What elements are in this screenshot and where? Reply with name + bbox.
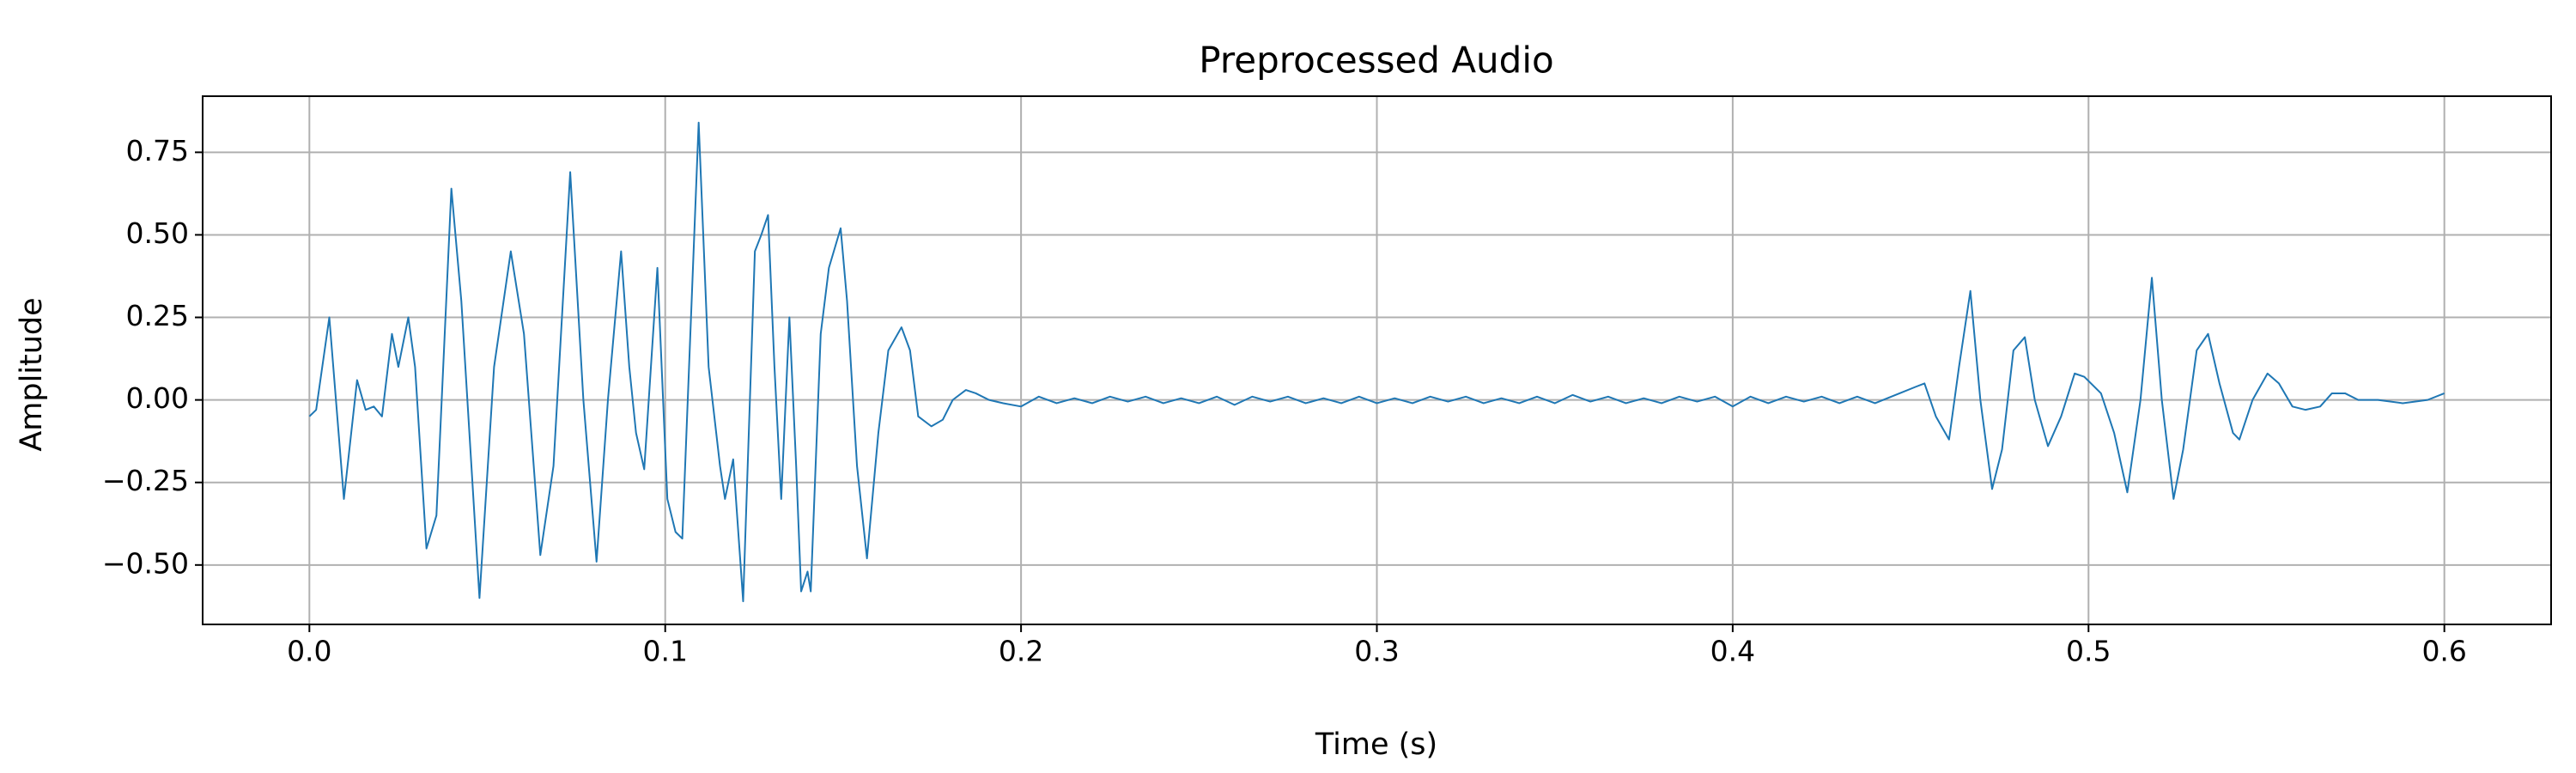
chart-title: Preprocessed Audio (1199, 40, 1553, 82)
x-tick-label: 0.6 (2421, 635, 2466, 668)
x-tick-label: 0.0 (287, 635, 331, 668)
y-tick-label: −0.25 (102, 464, 189, 497)
x-tick-label: 0.5 (2066, 635, 2111, 668)
y-tick-label: 0.75 (126, 134, 189, 167)
y-tick-label: 0.25 (126, 299, 189, 332)
ticks: 0.0 0.1 0.2 0.3 0.4 0.5 0.6 −0.50 −0.25 0.00 0.25 0… (102, 134, 2467, 668)
x-tick-label: 0.4 (1710, 635, 1755, 668)
x-tick-label: 0.3 (1354, 635, 1399, 668)
y-tick-label: 0.00 (126, 381, 189, 415)
y-axis-label: Amplitude (15, 297, 49, 451)
y-tick-label: 0.50 (126, 216, 189, 250)
x-tick-label: 0.2 (999, 635, 1043, 668)
plot-area (308, 121, 2445, 603)
grid (203, 96, 2551, 624)
y-tick-label: −0.50 (102, 546, 189, 580)
waveform-line (308, 121, 2445, 603)
x-axis-label: Time (s) (1315, 727, 1437, 762)
x-tick-label: 0.1 (642, 635, 687, 668)
